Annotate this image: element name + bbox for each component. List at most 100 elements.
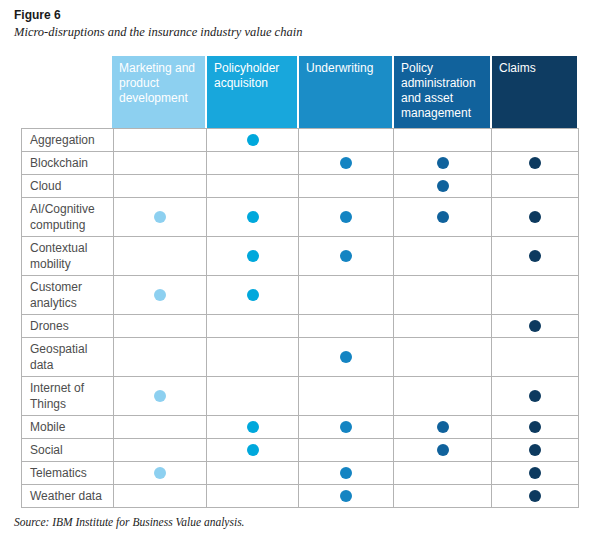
row-label: Aggregation [22,129,113,151]
source-note: Source: IBM Institute for Business Value… [14,516,245,528]
matrix-cell [491,198,578,236]
disruption-dot [340,211,352,223]
row-label: Contextual mobility [22,237,113,275]
disruption-dot [340,421,352,433]
figure-label: Figure 6 [14,8,61,22]
matrix-cell [491,237,578,275]
matrix-cell [491,315,578,337]
disruption-dot [247,134,259,146]
column-header: Marketing and product development [112,56,205,128]
matrix-cell [393,237,491,275]
matrix-cell [206,377,298,415]
disruption-dot [529,320,541,332]
row-label: Drones [22,315,113,337]
matrix-cell [491,276,578,314]
matrix-cell [298,416,393,438]
matrix-cell [298,462,393,484]
matrix-header-row: Marketing and product developmentPolicyh… [112,56,579,128]
disruption-dot [529,467,541,479]
matrix-row: Geospatial data [22,338,578,377]
matrix-cell [298,276,393,314]
disruption-dot [529,211,541,223]
matrix-cell [298,152,393,174]
matrix-cell [298,439,393,461]
row-label: AI/Cognitive computing [22,198,113,236]
row-label: Mobile [22,416,113,438]
matrix-cell [206,198,298,236]
row-label: Weather data [22,485,113,507]
matrix-row: Drones [22,315,578,338]
disruption-dot [247,421,259,433]
matrix-row: Mobile [22,416,578,439]
matrix-cell [393,198,491,236]
matrix-row: Internet of Things [22,377,578,416]
disruption-dot [154,211,166,223]
disruption-dot [340,351,352,363]
matrix-cell [206,416,298,438]
matrix-cell [298,175,393,197]
disruption-dot [437,157,449,169]
matrix-row: Cloud [22,175,578,198]
disruption-dot [529,444,541,456]
disruption-dot [529,421,541,433]
matrix-row: AI/Cognitive computing [22,198,578,237]
row-label: Blockchain [22,152,113,174]
matrix-cell [393,377,491,415]
matrix-row: Social [22,439,578,462]
matrix-cell [113,416,206,438]
matrix-cell [206,439,298,461]
matrix-cell [491,129,578,151]
matrix-cell [393,315,491,337]
matrix-cell [298,237,393,275]
matrix-cell [491,462,578,484]
matrix-cell [113,152,206,174]
matrix-cell [206,152,298,174]
row-label: Cloud [22,175,113,197]
figure-caption: Micro-disruptions and the insurance indu… [14,25,302,40]
matrix-cell [206,485,298,507]
matrix-cell [113,377,206,415]
disruption-dot [437,211,449,223]
matrix-cell [113,462,206,484]
matrix-cell [113,276,206,314]
matrix-cell [393,276,491,314]
disruption-dot [529,157,541,169]
matrix-cell [393,485,491,507]
matrix-cell [298,338,393,376]
row-label: Social [22,439,113,461]
matrix-cell [113,439,206,461]
matrix-cell [113,175,206,197]
disruption-dot [247,211,259,223]
disruption-dot [529,250,541,262]
matrix-cell [393,152,491,174]
matrix-cell [491,485,578,507]
matrix-cell [206,276,298,314]
matrix-row: Contextual mobility [22,237,578,276]
matrix-cell [298,485,393,507]
disruption-dot [154,390,166,402]
column-header: Underwriting [297,56,392,128]
matrix-cell [298,129,393,151]
disruption-dot [154,467,166,479]
column-header: Policy administration and asset manageme… [392,56,490,128]
matrix-cell [491,377,578,415]
column-header: Policyholder acquisiton [205,56,297,128]
matrix-cell [206,338,298,376]
matrix-cell [491,416,578,438]
disruption-dot [247,444,259,456]
matrix-cell [113,338,206,376]
matrix-cell [298,198,393,236]
column-header: Claims [490,56,577,128]
disruption-dot [437,421,449,433]
disruption-dot [529,490,541,502]
matrix-row: Weather data [22,485,578,508]
row-label: Telematics [22,462,113,484]
disruption-dot [340,467,352,479]
matrix-cell [393,338,491,376]
disruption-dot [529,390,541,402]
matrix-cell [491,175,578,197]
disruption-dot [340,490,352,502]
disruption-dot [340,250,352,262]
matrix-body: AggregationBlockchainCloudAI/Cognitive c… [21,128,579,508]
matrix-cell [113,237,206,275]
